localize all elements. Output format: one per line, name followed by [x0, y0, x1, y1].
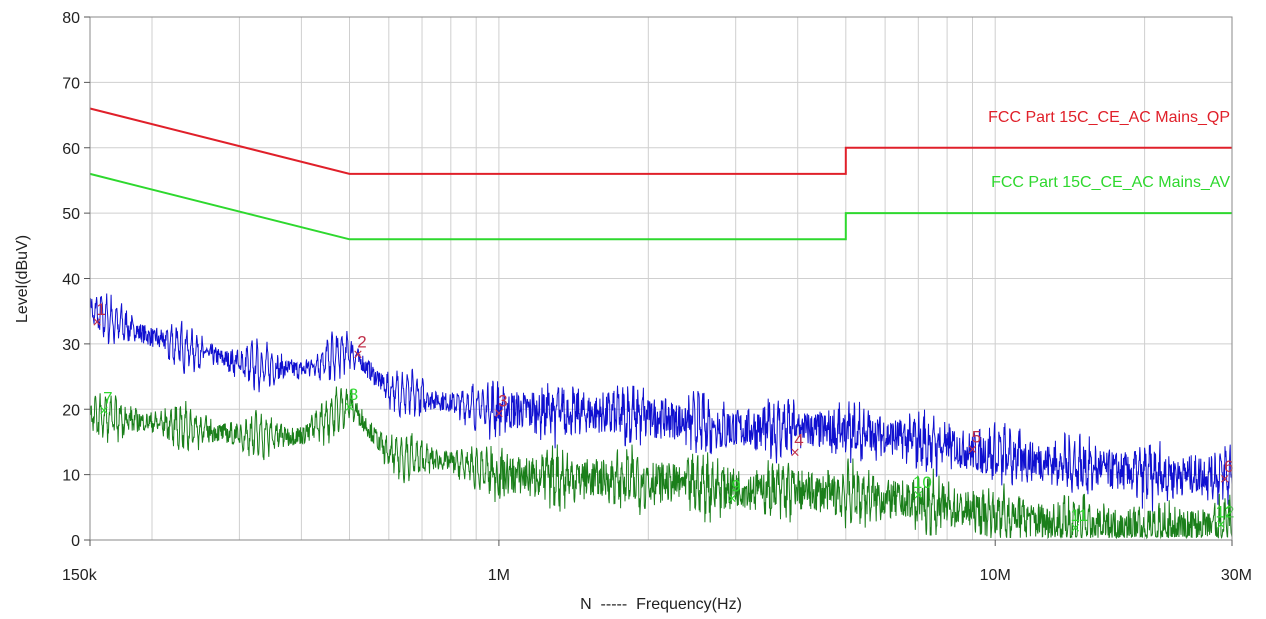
- marker-label: 5: [972, 427, 981, 446]
- qp-limit-line: [89, 107, 1232, 175]
- x-tick-labels: 150k 1M 10M 30M: [62, 540, 1252, 584]
- marker-label: 2: [357, 333, 366, 352]
- marker-label: 3: [498, 392, 507, 411]
- y-tick-label: 10: [62, 468, 80, 485]
- x-tick-label: 10M: [980, 567, 1011, 584]
- y-tick-label: 70: [62, 75, 80, 92]
- y-tick-label: 0: [71, 533, 80, 550]
- y-tick-label: 60: [62, 141, 80, 158]
- x-tick-label: 1M: [488, 567, 510, 584]
- marker-point: ×: [913, 488, 924, 503]
- marker-label: 4: [794, 431, 803, 450]
- x-tick-label: 150k: [62, 567, 98, 584]
- limit-lines: [89, 107, 1232, 241]
- marker-label: 6: [1224, 457, 1233, 476]
- x-tick-label: 30M: [1221, 567, 1252, 584]
- trace-group: [89, 293, 1233, 540]
- y-axis-title: Level(dBuV): [14, 235, 31, 323]
- y-tick-label: 20: [62, 402, 80, 419]
- marker-label: 9: [731, 477, 740, 496]
- marker-label: 10: [913, 473, 932, 492]
- av-limit-line: [89, 172, 1232, 241]
- marker-label: 1: [96, 300, 105, 319]
- y-tick-label: 50: [62, 206, 80, 223]
- marker-point: ×: [727, 492, 738, 507]
- y-tick-label: 30: [62, 337, 80, 354]
- marker-point: ×: [344, 400, 355, 415]
- marker-label: 12: [1215, 503, 1234, 522]
- qp-measurement-trace: [89, 293, 1233, 512]
- marker-point: ×: [967, 442, 978, 457]
- av-measurement-trace: [89, 386, 1233, 540]
- marker-point: ×: [92, 315, 103, 330]
- marker-label: 7: [103, 388, 112, 407]
- x-axis-title: N ----- Frequency(Hz): [580, 596, 742, 613]
- legend: FCC Part 15C_CE_AC Mains_QP FCC Part 15C_…: [988, 109, 1230, 191]
- marker-point: ×: [353, 348, 364, 363]
- marker-point: ×: [493, 407, 504, 422]
- marker-group: ×1×2×3×4×5×6×7×8×9×10×11×12: [92, 300, 1235, 536]
- marker-point: ×: [790, 446, 801, 461]
- qp-limit-label: FCC Part 15C_CE_AC Mains_QP: [988, 109, 1230, 126]
- marker-label: 8: [349, 385, 358, 404]
- marker-point: ×: [1070, 521, 1081, 536]
- y-tick-label: 40: [62, 272, 80, 289]
- marker-point: ×: [1215, 518, 1226, 533]
- marker-point: ×: [1219, 472, 1230, 487]
- av-limit-label: FCC Part 15C_CE_AC Mains_AV: [991, 174, 1230, 191]
- y-tick-label: 80: [62, 10, 80, 27]
- y-tick-labels: 0 10 20 30 40 50 60 70 80: [62, 10, 90, 550]
- marker-point: ×: [98, 403, 109, 418]
- marker-label: 11: [1070, 506, 1088, 525]
